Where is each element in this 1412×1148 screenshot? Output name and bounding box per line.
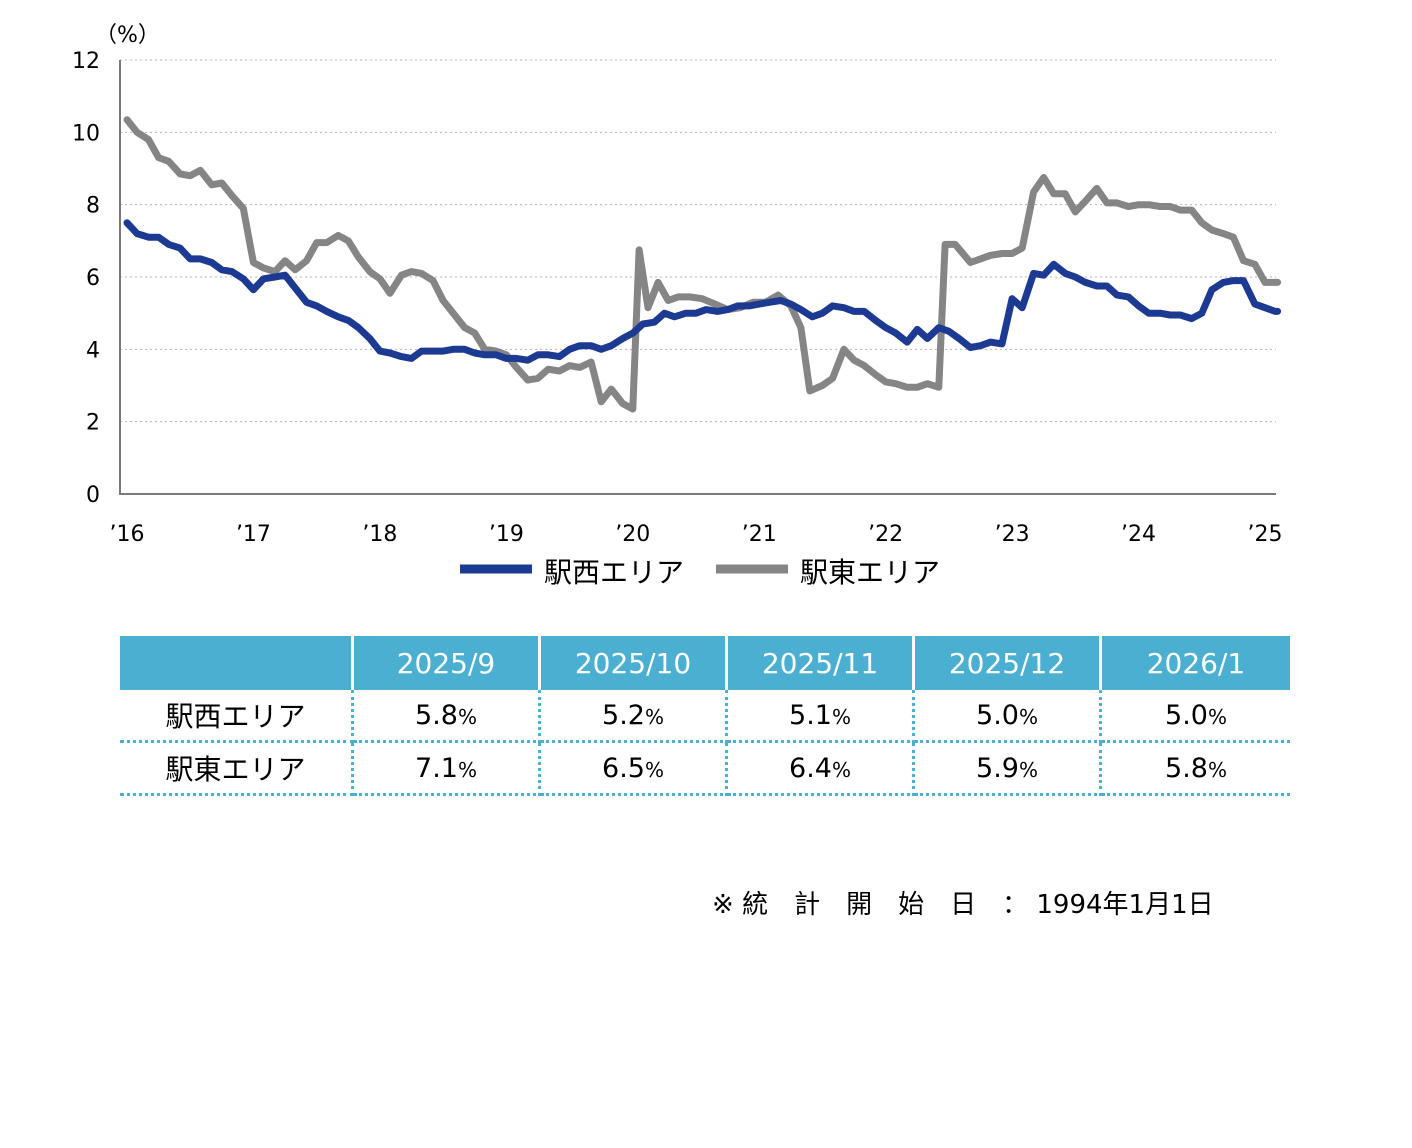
table-row: 駅西エリア 5.8% 5.2% 5.1% 5.0% 5.0% — [120, 690, 1290, 743]
cell-value: 5.2 — [602, 699, 645, 731]
row-label: 駅東エリア — [120, 743, 354, 796]
cell-unit: % — [1207, 757, 1227, 782]
cell-unit: % — [457, 757, 477, 782]
cell-unit: % — [644, 704, 664, 729]
table-header-cell: 2025/11 — [728, 636, 915, 690]
table-cell: 5.8% — [1102, 743, 1290, 796]
cell-unit: % — [831, 704, 851, 729]
y-tick-label: 12 — [72, 49, 100, 74]
footnote-mark: ※ — [712, 890, 734, 920]
table-header-row: 2025/9 2025/10 2025/11 2025/12 2026/1 — [120, 636, 1290, 690]
line-chart: （%） 0 2 4 6 8 10 12 ’16 ’17 ’18 ’19 ’20 ’21 ’22 ’23 ’2… — [72, 23, 1283, 589]
table-header-cell — [120, 636, 354, 690]
cell-value: 5.0 — [1165, 699, 1208, 731]
cell-value: 7.1 — [415, 752, 458, 784]
series-lines — [123, 116, 1282, 413]
gridlines — [120, 59, 1276, 423]
cell-value: 5.8 — [415, 699, 458, 731]
vacancy-rate-table: 2025/9 2025/10 2025/11 2025/12 2026/1 駅西… — [120, 636, 1290, 796]
series-line-west-area — [123, 219, 1282, 364]
x-tick-label: ’24 — [1121, 522, 1156, 547]
table-cell: 5.1% — [728, 690, 915, 743]
footnote: ※ 統計開始日： 1994年1月1日 — [712, 884, 1214, 921]
table-header-cell: 2025/12 — [915, 636, 1102, 690]
y-axis-tick-labels: 0 2 4 6 8 10 12 — [72, 49, 100, 508]
cell-unit: % — [457, 704, 477, 729]
x-tick-label: ’20 — [615, 522, 650, 547]
table-cell: 6.5% — [541, 743, 728, 796]
cell-value: 5.0 — [976, 699, 1019, 731]
legend-label-east: 駅東エリア — [800, 556, 940, 589]
footnote-label: 統計開始日 — [742, 890, 1003, 920]
x-axis-tick-labels: ’16 ’17 ’18 ’19 ’20 ’21 ’22 ’23 ’24 ’25 — [110, 522, 1283, 547]
table-cell: 5.0% — [1102, 690, 1290, 743]
table-cell: 7.1% — [354, 743, 541, 796]
cell-value: 5.1 — [789, 699, 832, 731]
y-unit-label: （%） — [95, 23, 160, 48]
x-tick-label: ’19 — [489, 522, 524, 547]
y-tick-label: 0 — [86, 483, 100, 508]
x-tick-label: ’17 — [236, 522, 271, 547]
table-row: 駅東エリア 7.1% 6.5% 6.4% 5.9% 5.8% — [120, 743, 1290, 796]
cell-unit: % — [1207, 704, 1227, 729]
cell-unit: % — [1018, 704, 1038, 729]
table-header-cell: 2025/9 — [354, 636, 541, 690]
cell-value: 6.5 — [602, 752, 645, 784]
table-cell: 5.0% — [915, 690, 1102, 743]
cell-value: 6.4 — [789, 752, 832, 784]
table-cell: 5.9% — [915, 743, 1102, 796]
x-tick-label: ’23 — [995, 522, 1030, 547]
cell-unit: % — [644, 757, 664, 782]
x-tick-label: ’22 — [868, 522, 903, 547]
y-tick-label: 8 — [86, 194, 100, 219]
cell-value: 5.9 — [976, 752, 1019, 784]
y-tick-label: 2 — [86, 411, 100, 436]
y-tick-label: 6 — [86, 266, 100, 291]
table-header-cell: 2025/10 — [541, 636, 728, 690]
footnote-date: 1994年1月1日 — [1036, 890, 1214, 920]
y-tick-label: 4 — [86, 338, 100, 363]
x-tick-label: ’21 — [742, 522, 777, 547]
footnote-separator: ： — [1002, 890, 1029, 920]
cell-unit: % — [1018, 757, 1038, 782]
cell-value: 5.8 — [1165, 752, 1208, 784]
table-cell: 5.2% — [541, 690, 728, 743]
cell-unit: % — [831, 757, 851, 782]
table-cell: 5.8% — [354, 690, 541, 743]
row-label: 駅西エリア — [120, 690, 354, 743]
x-tick-label: ’18 — [362, 522, 397, 547]
table-header-cell: 2026/1 — [1102, 636, 1290, 690]
series-line-east-area — [123, 116, 1282, 413]
table-cell: 6.4% — [728, 743, 915, 796]
y-tick-label: 10 — [72, 121, 100, 146]
legend-label-west: 駅西エリア — [544, 556, 684, 589]
x-tick-label: ’25 — [1248, 522, 1283, 547]
legend: 駅西エリア 駅東エリア — [460, 556, 940, 589]
x-tick-label: ’16 — [110, 522, 145, 547]
